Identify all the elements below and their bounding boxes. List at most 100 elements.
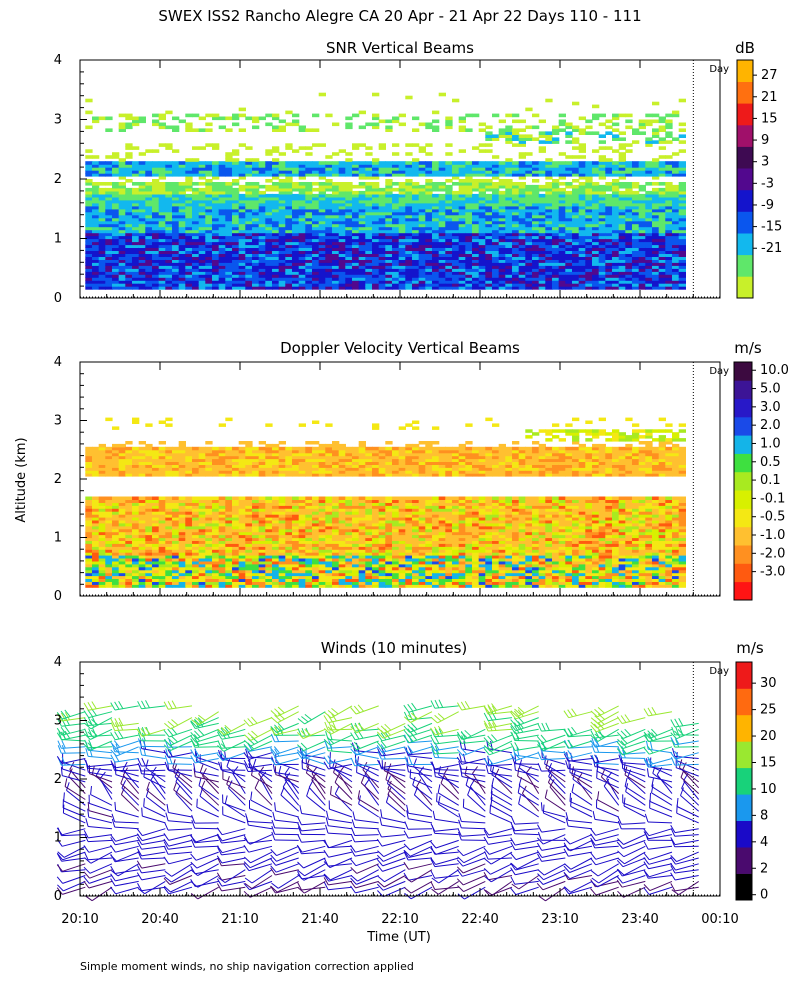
snr-cell — [358, 125, 366, 130]
snr-cell — [618, 283, 626, 287]
snr-cell — [305, 146, 313, 150]
snr-cell — [498, 232, 506, 237]
snr-cell — [645, 211, 653, 216]
snr-cell — [358, 256, 366, 260]
snr-cell — [372, 265, 380, 269]
velocity-cell — [105, 458, 113, 462]
velocity-cell — [158, 572, 166, 577]
snr-cell — [478, 208, 486, 213]
snr-cell — [558, 283, 566, 287]
velocity-cell — [192, 470, 200, 474]
snr-cell — [532, 214, 540, 219]
snr-cell — [158, 256, 166, 260]
snr-cell — [472, 113, 480, 118]
snr-cell — [378, 220, 386, 225]
snr-cell — [598, 268, 606, 272]
snr-cell — [298, 184, 306, 189]
snr-cell — [652, 232, 660, 237]
snr-cell — [145, 238, 153, 243]
snr-cell — [312, 268, 320, 272]
snr-cell — [125, 229, 133, 234]
snr-cell — [658, 274, 666, 278]
snr-cell — [118, 268, 126, 272]
snr-cell — [205, 229, 213, 234]
snr-cell — [458, 161, 466, 165]
snr-cell — [632, 280, 640, 284]
snr-cell — [612, 199, 620, 204]
snr-cell — [205, 244, 213, 248]
snr-cell — [598, 229, 606, 234]
snr-cell — [325, 202, 333, 207]
snr-cell — [398, 173, 406, 177]
snr-cell — [378, 262, 386, 266]
snr-cell — [498, 265, 506, 269]
snr-cell — [358, 217, 366, 222]
snr-cell — [305, 167, 313, 171]
snr-cell — [285, 265, 293, 269]
velocity-cell — [158, 473, 166, 477]
snr-cell — [278, 235, 286, 240]
snr-cell — [518, 271, 526, 275]
snr-cell — [612, 235, 620, 240]
velocity-cell — [178, 496, 186, 500]
snr-cell — [385, 202, 393, 207]
snr-cell — [405, 265, 413, 269]
snr-cell — [478, 167, 486, 171]
snr-cell — [312, 265, 320, 269]
snr-cell — [572, 125, 580, 130]
snr-cell — [245, 277, 253, 281]
snr-cell — [318, 271, 326, 275]
snr-cell — [518, 173, 526, 177]
snr-cell — [452, 202, 460, 207]
snr-cell — [252, 217, 260, 222]
snr-cell — [152, 268, 160, 272]
snr-cell — [525, 253, 533, 257]
snr-cell — [532, 184, 540, 189]
snr-cell — [338, 241, 346, 246]
snr-cell — [445, 164, 453, 168]
velocity-cell — [112, 508, 120, 512]
snr-cell — [572, 286, 580, 290]
snr-cell — [332, 190, 340, 195]
snr-cell — [445, 143, 453, 147]
snr-cell — [245, 253, 253, 257]
snr-cell — [405, 161, 413, 165]
snr-cell — [465, 283, 473, 287]
snr-cell — [172, 214, 180, 219]
snr-cell — [365, 190, 373, 195]
velocity-cell — [218, 575, 226, 579]
snr-cell — [605, 244, 613, 248]
snr-cell — [372, 220, 380, 225]
snr-cell — [298, 196, 306, 201]
snr-cell — [578, 265, 586, 269]
velocity-cell — [178, 528, 186, 533]
velocity-cell — [132, 552, 140, 556]
snr-cell — [232, 226, 240, 231]
velocity-cell — [205, 452, 213, 457]
snr-cell — [632, 208, 640, 213]
snr-cell — [565, 256, 573, 260]
snr-cell — [505, 280, 513, 284]
snr-cell — [652, 187, 660, 192]
velocity-cell — [225, 566, 233, 571]
velocity-cell — [118, 569, 126, 574]
snr-cell — [632, 259, 640, 263]
snr-cell — [312, 232, 320, 237]
snr-cell — [278, 217, 286, 222]
snr-cell — [152, 241, 160, 246]
snr-cell — [458, 229, 466, 234]
snr-cell — [638, 256, 646, 260]
velocity-cell — [192, 517, 200, 521]
velocity-cell — [138, 499, 146, 503]
snr-cell — [518, 250, 526, 254]
snr-cell — [665, 262, 673, 266]
snr-cell — [512, 113, 520, 118]
snr-cell — [672, 152, 680, 156]
snr-cell — [145, 223, 153, 228]
snr-cell — [658, 182, 666, 186]
velocity-cell — [92, 499, 100, 503]
snr-cell — [632, 262, 640, 266]
snr-cell — [118, 214, 126, 219]
snr-cell — [172, 187, 180, 192]
snr-cell — [252, 226, 260, 231]
